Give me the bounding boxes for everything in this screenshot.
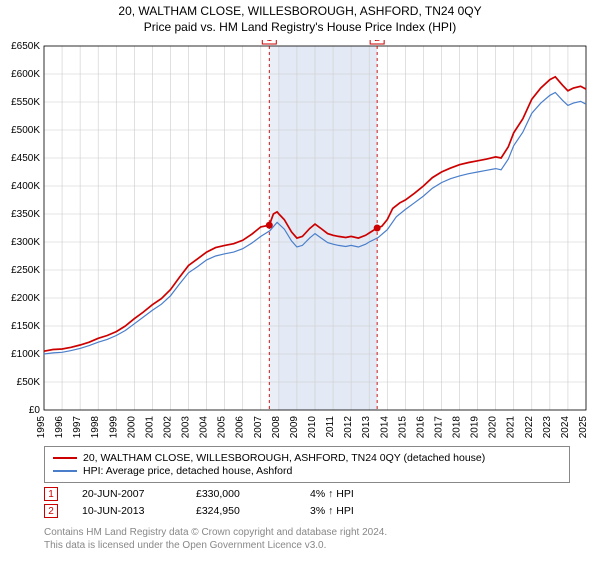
svg-text:£350K: £350K xyxy=(11,209,40,220)
svg-text:1995: 1995 xyxy=(36,416,47,439)
marker-badge: 2 xyxy=(44,504,58,518)
footer-line: Contains HM Land Registry data © Crown c… xyxy=(44,526,570,539)
svg-text:2008: 2008 xyxy=(271,416,282,439)
svg-text:2005: 2005 xyxy=(217,416,228,439)
chart-area: £0 £50K £100K £150K £200K £250K £300K £350K £400… xyxy=(0,40,600,440)
svg-text:2021: 2021 xyxy=(506,416,517,439)
marker-delta: 4% ↑ HPI xyxy=(310,488,400,500)
svg-text:£550K: £550K xyxy=(11,97,40,108)
svg-text:2014: 2014 xyxy=(379,416,390,439)
svg-text:2003: 2003 xyxy=(181,416,192,439)
svg-text:2013: 2013 xyxy=(361,416,372,439)
svg-text:£250K: £250K xyxy=(11,265,40,276)
legend-swatch xyxy=(53,470,77,471)
chart-title: 20, WALTHAM CLOSE, WILLESBOROUGH, ASHFOR… xyxy=(0,4,600,18)
legend-swatch xyxy=(53,457,77,459)
svg-text:2025: 2025 xyxy=(578,416,589,439)
svg-text:2011: 2011 xyxy=(325,416,336,438)
svg-text:£450K: £450K xyxy=(11,153,40,164)
chart-container: 20, WALTHAM CLOSE, WILLESBOROUGH, ASHFOR… xyxy=(0,4,600,564)
svg-text:2002: 2002 xyxy=(162,416,173,439)
svg-text:2017: 2017 xyxy=(433,416,444,439)
svg-text:2009: 2009 xyxy=(289,416,300,439)
svg-text:£300K: £300K xyxy=(11,237,40,248)
svg-text:2006: 2006 xyxy=(235,416,246,439)
svg-text:2018: 2018 xyxy=(452,416,463,439)
legend-item: HPI: Average price, detached house, Ashf… xyxy=(53,465,561,477)
svg-text:£500K: £500K xyxy=(11,125,40,136)
legend: 20, WALTHAM CLOSE, WILLESBOROUGH, ASHFOR… xyxy=(44,446,570,483)
svg-text:£650K: £650K xyxy=(11,41,40,52)
marker-table: 1 20-JUN-2007 £330,000 4% ↑ HPI 2 10-JUN… xyxy=(44,487,570,518)
svg-text:2000: 2000 xyxy=(126,416,137,439)
svg-text:£600K: £600K xyxy=(11,69,40,80)
marker-price: £330,000 xyxy=(196,488,286,500)
svg-text:£50K: £50K xyxy=(17,377,41,388)
svg-text:1999: 1999 xyxy=(108,416,119,439)
svg-text:2004: 2004 xyxy=(199,416,210,439)
svg-text:2016: 2016 xyxy=(415,416,426,439)
legend-label: 20, WALTHAM CLOSE, WILLESBOROUGH, ASHFOR… xyxy=(83,452,485,464)
svg-text:2019: 2019 xyxy=(470,416,481,439)
svg-text:2012: 2012 xyxy=(343,416,354,439)
svg-text:2022: 2022 xyxy=(524,416,535,439)
chart-subtitle: Price paid vs. HM Land Registry's House … xyxy=(0,20,600,34)
marker-row: 2 10-JUN-2013 £324,950 3% ↑ HPI xyxy=(44,504,570,518)
svg-text:2024: 2024 xyxy=(560,416,571,439)
svg-text:£0: £0 xyxy=(29,405,41,416)
marker-row: 1 20-JUN-2007 £330,000 4% ↑ HPI xyxy=(44,487,570,501)
svg-text:2: 2 xyxy=(374,40,380,44)
marker-price: £324,950 xyxy=(196,505,286,517)
svg-text:£200K: £200K xyxy=(11,293,40,304)
svg-text:1998: 1998 xyxy=(90,416,101,439)
svg-text:2007: 2007 xyxy=(253,416,264,439)
marker-date: 20-JUN-2007 xyxy=(82,488,172,500)
marker-delta: 3% ↑ HPI xyxy=(310,505,400,517)
svg-text:£400K: £400K xyxy=(11,181,40,192)
legend-item: 20, WALTHAM CLOSE, WILLESBOROUGH, ASHFOR… xyxy=(53,452,561,464)
legend-label: HPI: Average price, detached house, Ashf… xyxy=(83,465,292,477)
svg-text:£100K: £100K xyxy=(11,349,40,360)
svg-text:2010: 2010 xyxy=(307,416,318,439)
svg-text:2023: 2023 xyxy=(542,416,553,439)
marker-date: 10-JUN-2013 xyxy=(82,505,172,517)
svg-text:2001: 2001 xyxy=(144,416,155,439)
svg-text:2015: 2015 xyxy=(397,416,408,439)
footer: Contains HM Land Registry data © Crown c… xyxy=(44,526,570,552)
marker-badge: 1 xyxy=(44,487,58,501)
svg-text:1996: 1996 xyxy=(54,416,65,439)
svg-text:1997: 1997 xyxy=(72,416,83,439)
footer-line: This data is licensed under the Open Gov… xyxy=(44,539,570,552)
svg-text:1: 1 xyxy=(267,40,273,44)
svg-text:2020: 2020 xyxy=(488,416,499,439)
svg-text:£150K: £150K xyxy=(11,321,40,332)
line-chart-svg: £0 £50K £100K £150K £200K £250K £300K £350K £400… xyxy=(0,40,600,440)
